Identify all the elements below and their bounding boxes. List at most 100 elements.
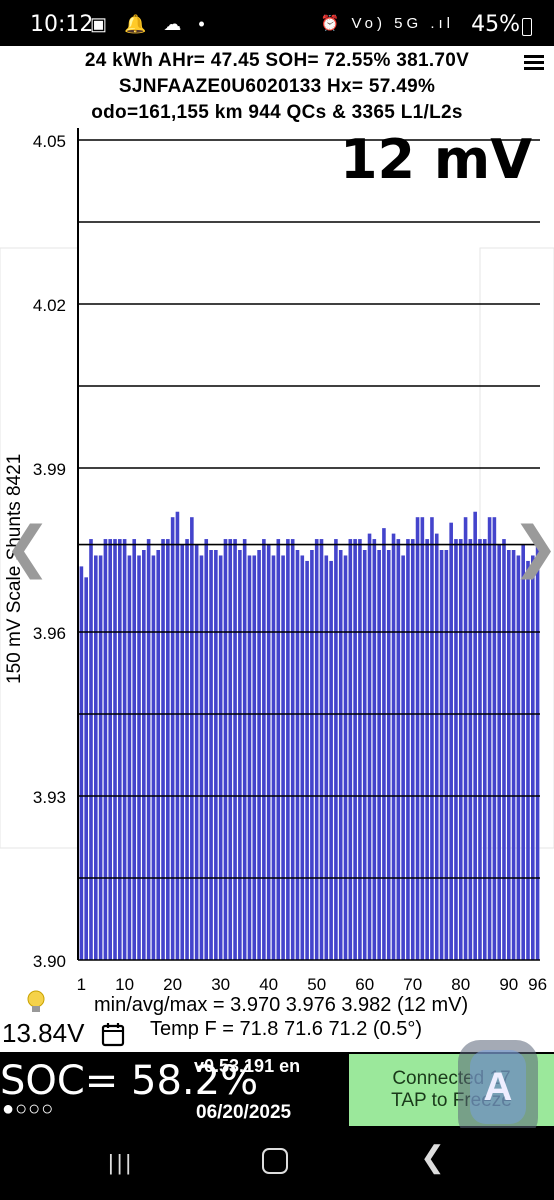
signal-icons: ⏰ Vo) 5G .ıl (320, 15, 454, 32)
cell-bar (430, 517, 434, 960)
floating-assistant-button[interactable]: A (458, 1040, 538, 1140)
current-date: 06/20/2025 (196, 1102, 292, 1123)
cell-bar (473, 511, 477, 960)
cell-bar (79, 566, 84, 960)
cell-bar (406, 539, 410, 960)
x-tick-label: 40 (259, 975, 278, 994)
x-tick-label: 50 (307, 975, 326, 994)
cell-bar (377, 550, 381, 960)
cell-bar (190, 517, 194, 960)
next-arrow-icon[interactable]: ❯ (512, 515, 554, 580)
cell-bar (382, 528, 386, 960)
x-tick-label: 20 (163, 975, 182, 994)
home-icon[interactable] (262, 1148, 288, 1174)
cell-bar (132, 539, 137, 960)
cell-bar (156, 550, 161, 960)
cell-bar (444, 550, 449, 960)
cell-bar (439, 550, 444, 960)
cell-bar (463, 517, 468, 960)
cell-bar (358, 539, 362, 960)
cell-bar (526, 560, 530, 960)
chart-bars (79, 511, 540, 960)
cell-bar (122, 539, 127, 960)
y-tick-label: 3.90 (33, 952, 66, 971)
cell-bar (204, 539, 209, 960)
cell-bar (391, 533, 396, 960)
cell-bar (137, 555, 141, 960)
cell-bar (161, 539, 165, 960)
cell-bar (338, 550, 343, 960)
cell-bar (372, 539, 377, 960)
cell-voltage-chart[interactable]: 4.05 4.02 3.99 3.96 3.93 3.90 1 10 20 30 40 50 60 70… (0, 0, 554, 1000)
cell-bar (180, 544, 185, 960)
recents-icon[interactable]: ||| (108, 1150, 135, 1175)
cell-bar (84, 577, 88, 960)
cell-bar (290, 539, 295, 960)
cell-bar (238, 550, 242, 960)
back-icon[interactable]: ❮ (420, 1141, 446, 1174)
y-tick-label: 3.99 (33, 460, 66, 479)
cell-bar (252, 555, 257, 960)
cell-bar (420, 517, 425, 960)
cell-bar (127, 555, 132, 960)
cell-bar (281, 555, 285, 960)
cell-bar (396, 539, 401, 960)
cell-bar (103, 539, 108, 960)
cell-bar (401, 555, 405, 960)
y-tick-labels: 4.05 4.02 3.99 3.96 3.93 3.90 (33, 132, 66, 971)
cell-bar (98, 555, 103, 960)
header-line-1: 24 kWh AHr= 47.45 SOH= 72.55% 381.70V (84, 50, 470, 71)
cell-bar (497, 544, 501, 960)
cell-bar (257, 550, 261, 960)
cell-bar (492, 517, 497, 960)
header-line-2: SJNFAAZE0U6020133 Hx= 57.49% (118, 76, 436, 97)
cell-bar (218, 555, 223, 960)
scale-mv-label: 12 mV (339, 128, 532, 191)
system-nav-bar (0, 1128, 554, 1200)
cell-bar (334, 539, 338, 960)
notification-icons: ▣ 🔔 ☁ • (90, 14, 211, 34)
cell-bar (108, 539, 113, 960)
app-version: v0.53.191 en (194, 1056, 301, 1076)
cell-bar (487, 517, 492, 960)
cell-bar (194, 544, 199, 960)
cell-bar (535, 539, 540, 960)
battery-percent: 45% (471, 12, 520, 37)
y-tick-label: 4.02 (33, 296, 66, 315)
cell-bar (353, 539, 357, 960)
cell-bar (262, 539, 266, 960)
cell-bar (276, 539, 281, 960)
calendar-icon[interactable] (101, 1021, 125, 1047)
cell-bar (516, 555, 521, 960)
cell-bar (415, 517, 420, 960)
cell-bar (434, 533, 439, 960)
cell-bar (300, 555, 305, 960)
prev-arrow-icon[interactable]: ❮ (4, 515, 51, 580)
cell-bar (324, 555, 329, 960)
cell-bar (454, 539, 458, 960)
cell-bar (506, 550, 511, 960)
cell-bar (233, 539, 237, 960)
cell-bar (223, 539, 228, 960)
lightbulb-icon[interactable] (26, 990, 46, 1014)
x-tick-label: 10 (115, 975, 134, 994)
menu-icon[interactable] (524, 52, 544, 73)
temperature: Temp F = 71.8 71.6 71.2 (0.5°) (150, 1018, 423, 1040)
y-tick-label: 3.96 (33, 624, 66, 643)
chart-gridlines (79, 139, 540, 879)
cell-bar (199, 555, 204, 960)
cell-bar (511, 550, 516, 960)
cell-bar (314, 539, 319, 960)
cell-bar (247, 555, 252, 960)
cell-bar (266, 544, 271, 960)
cell-bar (521, 544, 525, 960)
cell-bar (166, 539, 170, 960)
soc-value: SOC= 58.2% (0, 1058, 259, 1104)
x-tick-label: 60 (355, 975, 374, 994)
cell-bar (367, 533, 372, 960)
cell-bar (170, 517, 175, 960)
cell-bar (410, 539, 415, 960)
status-time: 10:12 (30, 12, 94, 37)
x-tick-labels: 1 10 20 30 40 50 60 70 80 90 96 (77, 975, 547, 994)
cell-bar (425, 539, 429, 960)
